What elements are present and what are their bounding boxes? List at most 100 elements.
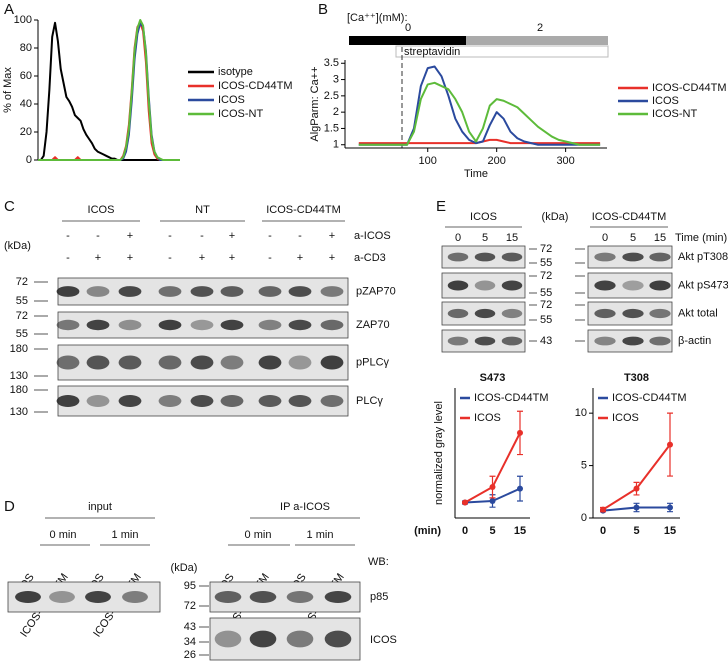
marker-label: 72 [16, 310, 28, 322]
marker-label: 55 [540, 314, 552, 326]
blot-band [474, 252, 496, 262]
x-tick-label: 100 [419, 155, 437, 167]
blot-band [288, 319, 312, 331]
treatment-sign: - [66, 230, 70, 242]
y-tick-label: 5 [581, 459, 587, 471]
marker-label: 55 [16, 328, 28, 340]
point [489, 497, 496, 504]
kda-label: (kDa) [542, 211, 569, 223]
legend-label: ICOS [612, 412, 639, 424]
y-tick-label: 80 [20, 42, 32, 54]
group-label: ICOS [470, 211, 497, 223]
group-label: NT [195, 204, 210, 216]
point [600, 506, 606, 513]
phase-bar [466, 36, 608, 45]
legend-label: isotype [218, 66, 253, 78]
treatment-sign: - [298, 230, 302, 242]
x-tick-label: 5 [633, 525, 639, 537]
blot-band [288, 395, 312, 407]
x-tick-label: 5 [489, 525, 495, 537]
series-line [38, 21, 180, 161]
y-tick-label: 3.5 [324, 57, 339, 69]
time-axis-label: Time (min) [675, 232, 727, 244]
treatment-name: a-ICOS [354, 230, 391, 242]
panel-letter: A [4, 1, 14, 18]
blot-band [15, 591, 41, 603]
time-label: 0 [455, 232, 461, 244]
section-title: input [88, 501, 112, 513]
blot-band [190, 355, 214, 370]
blot-band [320, 395, 344, 407]
blot-band [320, 355, 344, 370]
point [462, 499, 468, 506]
legend-label: ICOS [218, 94, 245, 106]
treatment-sign: + [329, 252, 335, 264]
time-label: 1 min [112, 529, 139, 541]
wb-label: WB: [368, 556, 389, 568]
blot-band [622, 252, 644, 262]
section-title: IP a-ICOS [280, 501, 330, 513]
x-tick-label: 0 [462, 525, 468, 537]
time-label: 5 [630, 232, 636, 244]
legend-label: ICOS-CD44TM [218, 80, 293, 92]
point [633, 504, 640, 511]
blot-band [158, 286, 182, 297]
blot-label: pPLCγ [356, 356, 390, 368]
point [517, 485, 523, 492]
x-axis-label: Time [464, 168, 488, 180]
blot-band [56, 319, 80, 331]
point [667, 504, 673, 511]
blot-band [258, 395, 282, 407]
blot-band [501, 336, 523, 346]
treatment-sign: - [66, 252, 70, 264]
marker-label: 55 [540, 287, 552, 299]
blot-band [286, 591, 314, 603]
marker-label: 72 [16, 276, 28, 288]
y-tick-label: 2 [333, 106, 339, 118]
x-tick-label: 15 [664, 525, 676, 537]
blot-band [649, 308, 671, 319]
blot-band [220, 319, 244, 331]
blot-band [501, 308, 523, 319]
legend-label: ICOS-CD44TM [612, 392, 687, 404]
y-tick-label: 20 [20, 126, 32, 138]
marker-label: 72 [540, 299, 552, 311]
marker-label: 95 [184, 580, 196, 592]
y-axis-label: normalized gray level [433, 401, 445, 505]
blot-band [85, 591, 111, 603]
blot-band [214, 630, 242, 648]
blot-band [249, 591, 277, 603]
y-axis-label: AlgParm: Ca++ [309, 66, 321, 141]
blot-band [286, 630, 314, 648]
blot-band [501, 280, 523, 291]
series-line [602, 444, 671, 511]
blot-label: ICOS [370, 634, 397, 646]
treatment-sign: - [200, 230, 204, 242]
blot-band [56, 355, 80, 370]
legend-label: ICOS [474, 412, 501, 424]
blot-band [258, 286, 282, 297]
blot-band [622, 308, 644, 319]
blot-band [49, 591, 75, 603]
y-tick-label: 10 [575, 407, 587, 419]
time-label: 0 min [245, 529, 272, 541]
treatment-name: a-CD3 [354, 252, 386, 264]
x-tick-label: 15 [514, 525, 526, 537]
y-tick-label: 0 [581, 512, 587, 524]
blot-band [447, 308, 469, 319]
marker-label: 43 [540, 335, 552, 347]
blot-band [324, 630, 352, 648]
series-line [38, 21, 180, 161]
blot-band [220, 286, 244, 297]
time-label: 1 min [307, 529, 334, 541]
blot-label: Akt pT308 [678, 251, 728, 263]
panel-letter: B [318, 1, 328, 18]
treatment-sign: + [127, 252, 133, 264]
blot-band [649, 280, 671, 291]
legend-label: ICOS [652, 95, 679, 107]
treatment-sign: + [229, 230, 235, 242]
marker-label: 43 [184, 621, 196, 633]
blot-band [56, 395, 80, 407]
treatment-sign: - [268, 252, 272, 264]
